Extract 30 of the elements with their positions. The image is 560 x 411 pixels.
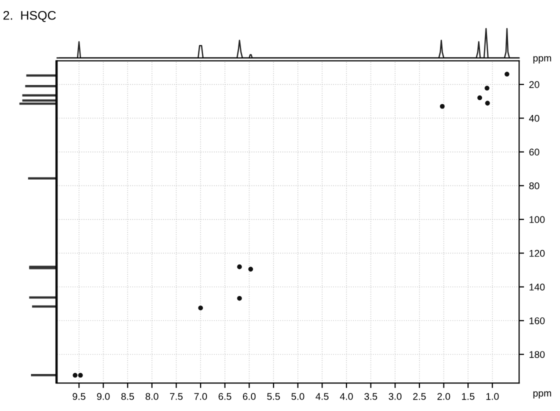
y-tick-label: 40 [529, 114, 540, 122]
y-tick-label: 120 [530, 250, 545, 257]
y-axis-title: ppm [533, 56, 552, 64]
x-tick-label: 4.0 [340, 393, 353, 400]
x-tick-label: 2.5 [413, 393, 426, 400]
y-tick-label: 140 [530, 284, 545, 291]
y-tick-label: 80 [529, 182, 540, 190]
y-tick-label: 180 [530, 351, 545, 358]
x-tick-label: 3.5 [364, 393, 378, 400]
x-tick-label: 7.5 [170, 393, 183, 400]
x-tick-label: 1.5 [462, 393, 474, 400]
y-tick-label: 20 [529, 81, 540, 88]
x-tick-label: 7.0 [194, 393, 207, 400]
x-tick-label: 3.0 [388, 393, 402, 400]
y-tick-label: 100 [530, 216, 545, 224]
x-tick-label: 6.0 [242, 393, 256, 400]
x-tick-label: 1.0 [486, 393, 499, 400]
x-tick-label: 9.0 [97, 393, 110, 400]
x-axis-title: ppm [533, 391, 552, 399]
x-tick-label: 5.0 [291, 393, 304, 400]
x-tick-label: 6.5 [218, 393, 232, 400]
y-tick-label: 60 [529, 148, 540, 156]
x-tick-label: 8.0 [146, 393, 158, 400]
chart-title: 2. HSQC [3, 10, 56, 22]
y-tick-label: 160 [530, 317, 545, 324]
x-tick-label: 2.0 [437, 393, 450, 400]
x-tick-label: 8.5 [121, 393, 134, 400]
x-tick-label: 4.5 [316, 393, 329, 400]
x-tick-label: 5.5 [267, 393, 280, 400]
x-tick-label: 9.5 [72, 393, 86, 400]
